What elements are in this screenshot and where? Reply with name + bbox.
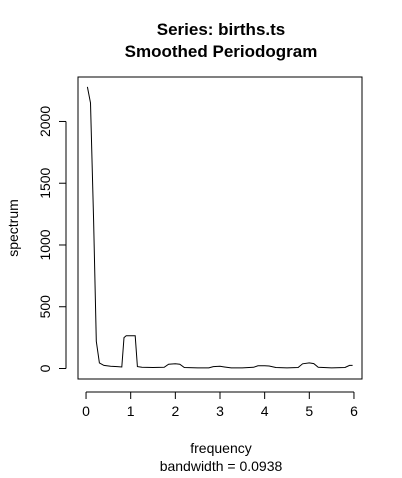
plot-frame bbox=[78, 77, 362, 379]
x-axis: 0 1 2 3 4 5 6 bbox=[82, 392, 358, 419]
x-tick-label: 1 bbox=[127, 403, 135, 419]
y-tick-label: 1000 bbox=[37, 229, 53, 260]
x-tick-label: 3 bbox=[216, 403, 224, 419]
y-tick-label: 0 bbox=[37, 364, 53, 372]
series-line bbox=[87, 87, 352, 368]
x-tick-label: 0 bbox=[82, 403, 90, 419]
x-tick-label: 6 bbox=[350, 403, 358, 419]
x-axis-label: frequency bbox=[190, 440, 251, 456]
x-tick-label: 5 bbox=[305, 403, 313, 419]
chart-title: Series: births.ts bbox=[157, 20, 286, 39]
x-tick-label: 2 bbox=[171, 403, 179, 419]
y-tick-label: 1500 bbox=[37, 167, 53, 198]
y-axis-label: spectrum bbox=[5, 199, 21, 257]
y-tick-label: 500 bbox=[37, 295, 53, 319]
x-tick-label: 4 bbox=[261, 403, 269, 419]
y-axis: 0 500 1000 1500 2000 bbox=[37, 106, 66, 373]
y-tick-label: 2000 bbox=[37, 106, 53, 137]
chart-subtitle: Smoothed Periodogram bbox=[125, 42, 318, 61]
bandwidth-label: bandwidth = 0.0938 bbox=[160, 458, 283, 474]
